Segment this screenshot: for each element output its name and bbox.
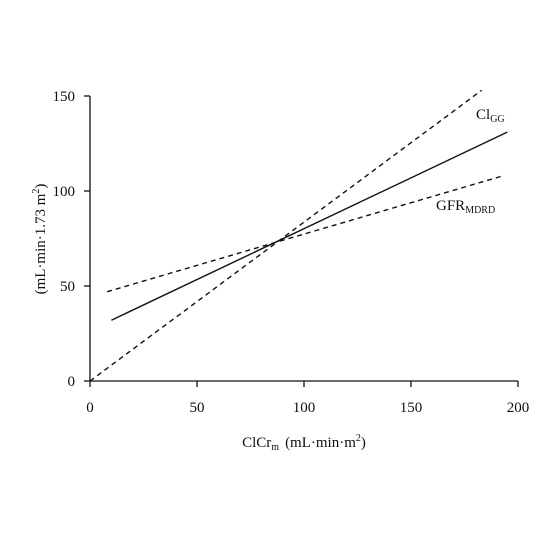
x-axis-label-subscript: m bbox=[271, 442, 279, 453]
y-tick-label: 100 bbox=[53, 184, 76, 200]
x-axis-label-main: ClCr bbox=[242, 435, 271, 451]
y-axis-label-units-sup: 2 bbox=[31, 189, 42, 194]
series-label-name: GFR bbox=[436, 198, 465, 214]
x-axis-label-units-close: ) bbox=[361, 435, 366, 451]
y-tick-label: 50 bbox=[60, 279, 75, 295]
y-axis-label: (mL·min·1.73 m2) bbox=[31, 184, 49, 295]
x-axis-label: ClCrm (mL·min·m2) bbox=[242, 433, 366, 453]
series-label-subscript: MDRD bbox=[465, 205, 495, 216]
x-tick-label: 50 bbox=[190, 400, 205, 416]
y-axis-label-units: (mL·min·1.73 m bbox=[33, 193, 49, 294]
x-tick-label: 200 bbox=[507, 400, 530, 416]
x-axis-label-units-sup: 2 bbox=[356, 433, 361, 444]
series-label-name: Cl bbox=[476, 107, 490, 123]
series-layer: ClGG GFRMDRD bbox=[89, 89, 508, 382]
x-tick-label: 100 bbox=[293, 400, 316, 416]
series-label-3: GFRMDRD bbox=[436, 198, 495, 216]
y-tick-label: 150 bbox=[53, 89, 76, 105]
x-axis: 0 50 100 150 200 bbox=[86, 380, 530, 416]
series-line-3 bbox=[106, 175, 504, 293]
series-label-1: ClGG bbox=[476, 107, 505, 125]
series-line-1 bbox=[89, 89, 483, 382]
y-axis-label-units-close: ) bbox=[33, 184, 49, 189]
x-tick-label: 150 bbox=[400, 400, 423, 416]
y-axis: 0 50 100 150 bbox=[53, 89, 91, 390]
x-axis-label-units: (mL·min·m bbox=[285, 435, 356, 451]
x-tick-label: 0 bbox=[86, 400, 94, 416]
series-line-2 bbox=[111, 131, 508, 321]
y-tick-label: 0 bbox=[68, 374, 76, 390]
series-label-subscript: GG bbox=[490, 114, 504, 125]
